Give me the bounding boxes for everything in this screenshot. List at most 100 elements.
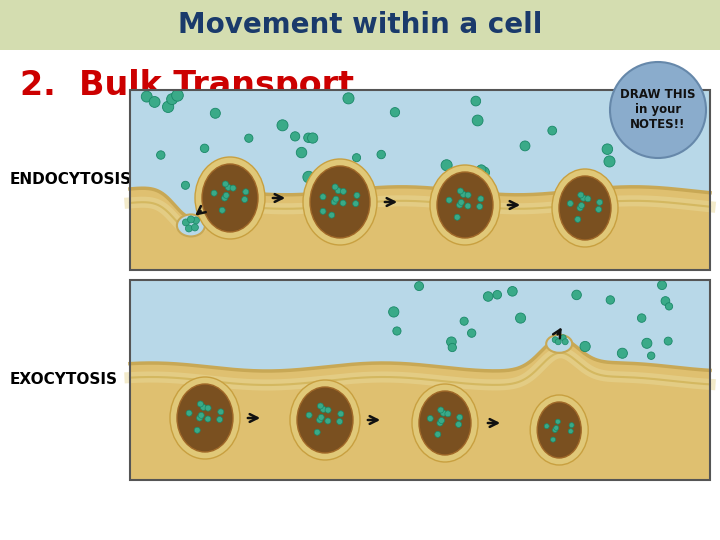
Ellipse shape: [530, 395, 588, 465]
Circle shape: [665, 98, 675, 108]
Circle shape: [456, 202, 462, 208]
Circle shape: [552, 428, 557, 433]
Circle shape: [230, 185, 236, 191]
Circle shape: [465, 192, 471, 198]
Circle shape: [683, 109, 693, 119]
Ellipse shape: [195, 157, 265, 239]
Polygon shape: [130, 187, 710, 270]
Circle shape: [197, 415, 202, 421]
Circle shape: [572, 290, 581, 300]
Ellipse shape: [430, 165, 500, 245]
Circle shape: [465, 203, 471, 209]
Circle shape: [317, 417, 323, 423]
Circle shape: [194, 427, 200, 433]
FancyBboxPatch shape: [0, 0, 720, 50]
Circle shape: [617, 348, 627, 359]
Circle shape: [320, 407, 326, 413]
Circle shape: [318, 403, 323, 409]
Text: EXOCYTOSIS: EXOCYTOSIS: [10, 373, 118, 388]
Circle shape: [353, 154, 361, 162]
Circle shape: [467, 329, 476, 338]
Circle shape: [156, 151, 165, 159]
Circle shape: [192, 224, 199, 231]
Ellipse shape: [419, 391, 471, 455]
Circle shape: [427, 415, 433, 422]
Circle shape: [446, 197, 452, 203]
Circle shape: [187, 216, 194, 223]
Circle shape: [222, 195, 228, 201]
Circle shape: [554, 426, 559, 430]
Circle shape: [577, 192, 584, 198]
Circle shape: [222, 181, 228, 187]
Ellipse shape: [552, 169, 618, 247]
Circle shape: [235, 164, 243, 172]
Circle shape: [243, 189, 249, 195]
Ellipse shape: [412, 384, 478, 462]
Ellipse shape: [303, 159, 377, 245]
Circle shape: [478, 196, 484, 202]
Circle shape: [577, 205, 583, 211]
Circle shape: [415, 282, 423, 291]
Circle shape: [642, 338, 652, 348]
Ellipse shape: [310, 166, 370, 238]
Circle shape: [277, 120, 288, 131]
Circle shape: [445, 411, 451, 417]
Circle shape: [441, 410, 446, 416]
Circle shape: [555, 339, 561, 345]
Circle shape: [211, 190, 217, 196]
Circle shape: [242, 197, 248, 202]
Circle shape: [567, 200, 573, 206]
Circle shape: [389, 307, 399, 317]
Ellipse shape: [559, 176, 611, 240]
Circle shape: [341, 188, 346, 194]
Circle shape: [483, 292, 493, 301]
Circle shape: [328, 212, 335, 218]
Text: Movement within a cell: Movement within a cell: [178, 11, 542, 39]
Circle shape: [171, 90, 184, 101]
Circle shape: [290, 132, 300, 141]
Circle shape: [665, 303, 672, 310]
Text: 2.  Bulk Transport: 2. Bulk Transport: [20, 69, 354, 102]
Circle shape: [548, 126, 557, 135]
Circle shape: [493, 291, 502, 299]
Ellipse shape: [177, 384, 233, 452]
Circle shape: [320, 208, 326, 214]
Circle shape: [477, 165, 486, 174]
Circle shape: [661, 296, 670, 305]
Circle shape: [435, 431, 441, 437]
Circle shape: [468, 176, 477, 185]
Circle shape: [336, 187, 341, 194]
Circle shape: [304, 133, 313, 143]
Circle shape: [457, 188, 464, 194]
Circle shape: [353, 201, 359, 207]
Circle shape: [477, 204, 482, 210]
Ellipse shape: [170, 377, 240, 459]
Circle shape: [657, 281, 667, 289]
Circle shape: [210, 108, 220, 118]
FancyBboxPatch shape: [130, 90, 710, 270]
Polygon shape: [130, 90, 710, 191]
Circle shape: [303, 171, 315, 183]
Circle shape: [149, 97, 160, 107]
Circle shape: [606, 296, 615, 304]
Circle shape: [544, 424, 549, 429]
Circle shape: [337, 418, 343, 424]
Circle shape: [602, 144, 613, 154]
Circle shape: [454, 214, 460, 220]
Circle shape: [332, 184, 338, 190]
Circle shape: [340, 200, 346, 206]
Circle shape: [181, 181, 189, 190]
Circle shape: [200, 404, 207, 410]
Circle shape: [472, 115, 483, 126]
Circle shape: [217, 416, 222, 422]
Circle shape: [448, 343, 456, 352]
Polygon shape: [130, 90, 710, 218]
Circle shape: [446, 337, 456, 347]
Circle shape: [680, 106, 690, 116]
Polygon shape: [130, 105, 710, 218]
Circle shape: [182, 219, 189, 226]
Circle shape: [441, 160, 452, 171]
Circle shape: [437, 420, 443, 426]
Circle shape: [460, 317, 468, 325]
Circle shape: [198, 413, 204, 418]
